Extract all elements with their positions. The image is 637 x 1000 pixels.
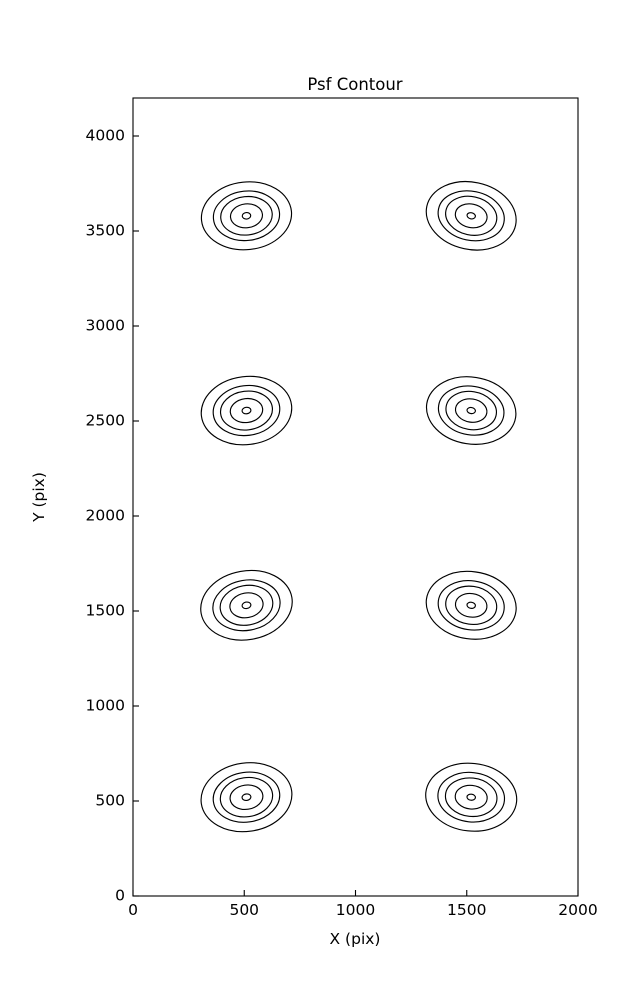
psf-contour-blob <box>425 181 517 251</box>
contour-level-ring <box>229 203 264 229</box>
contour-level-ring <box>454 203 488 229</box>
psf-contour-blob <box>200 762 293 833</box>
contour-level-ring <box>212 771 281 823</box>
contour-level-ring <box>212 579 281 632</box>
contour-layer <box>200 181 518 833</box>
contour-level-ring <box>200 569 293 641</box>
contour-level-ring <box>437 190 505 242</box>
contour-level-ring <box>220 195 273 236</box>
contour-level-ring <box>200 762 293 833</box>
contour-level-ring <box>466 601 476 609</box>
psf-contour-blob <box>200 375 293 446</box>
y-tick-label: 4000 <box>86 127 125 145</box>
y-axis-ticks: 0 500 1000 1500 2000 2500 3000 3500 4000 <box>86 127 139 905</box>
contour-level-ring <box>445 195 498 236</box>
contour-level-ring <box>437 385 505 436</box>
page-title: Psf Contour <box>307 75 402 94</box>
contour-level-ring <box>241 601 252 610</box>
contour-level-ring <box>200 375 293 446</box>
psf-contour-blob <box>200 569 293 641</box>
y-tick-label: 3500 <box>86 222 125 240</box>
contour-level-ring <box>229 784 264 811</box>
contour-level-ring <box>229 397 264 424</box>
y-tick-label: 3000 <box>86 317 125 335</box>
contour-level-ring <box>437 580 505 631</box>
contour-level-ring <box>425 181 517 251</box>
contour-level-ring <box>219 584 274 626</box>
psf-contour-blob <box>425 376 517 445</box>
contour-level-ring <box>445 585 498 626</box>
contour-level-ring <box>241 406 252 415</box>
contour-level-ring <box>212 384 281 437</box>
contour-level-ring <box>200 181 293 251</box>
contour-level-ring <box>454 592 488 618</box>
x-tick-label: 500 <box>229 901 259 919</box>
x-tick-label: 2000 <box>558 901 597 919</box>
x-tick-label: 1500 <box>447 901 486 919</box>
x-axis-label: X (pix) <box>330 930 381 948</box>
y-tick-label: 1500 <box>86 602 125 620</box>
x-axis-ticks: 0 500 1000 1500 2000 <box>128 890 598 919</box>
contour-level-ring <box>425 570 517 640</box>
y-tick-label: 500 <box>95 792 125 810</box>
psf-contour-blob <box>200 181 293 251</box>
y-tick-label: 0 <box>115 887 125 905</box>
contour-level-ring <box>466 793 476 801</box>
x-tick-label: 0 <box>128 901 138 919</box>
contour-level-ring <box>425 762 518 832</box>
plot-area-background <box>133 98 578 896</box>
psf-contour-blob <box>425 570 517 640</box>
contour-level-ring <box>219 776 274 818</box>
contour-level-ring <box>229 592 264 619</box>
y-tick-label: 1000 <box>86 697 125 715</box>
contour-level-ring <box>219 390 273 431</box>
psf-contour-blob <box>425 762 518 832</box>
contour-level-ring <box>466 212 476 220</box>
x-tick-label: 1000 <box>336 901 375 919</box>
contour-level-ring <box>437 771 506 823</box>
contour-level-ring <box>241 793 252 802</box>
y-tick-label: 2000 <box>86 507 125 525</box>
contour-level-ring <box>241 211 252 220</box>
y-axis-label: Y (pix) <box>30 472 48 523</box>
contour-level-ring <box>454 398 488 423</box>
contour-level-ring <box>425 376 517 445</box>
contour-level-ring <box>466 406 476 415</box>
contour-level-ring <box>445 390 498 431</box>
contour-level-ring <box>454 784 488 810</box>
contour-level-ring <box>444 777 498 818</box>
y-tick-label: 2500 <box>86 412 125 430</box>
